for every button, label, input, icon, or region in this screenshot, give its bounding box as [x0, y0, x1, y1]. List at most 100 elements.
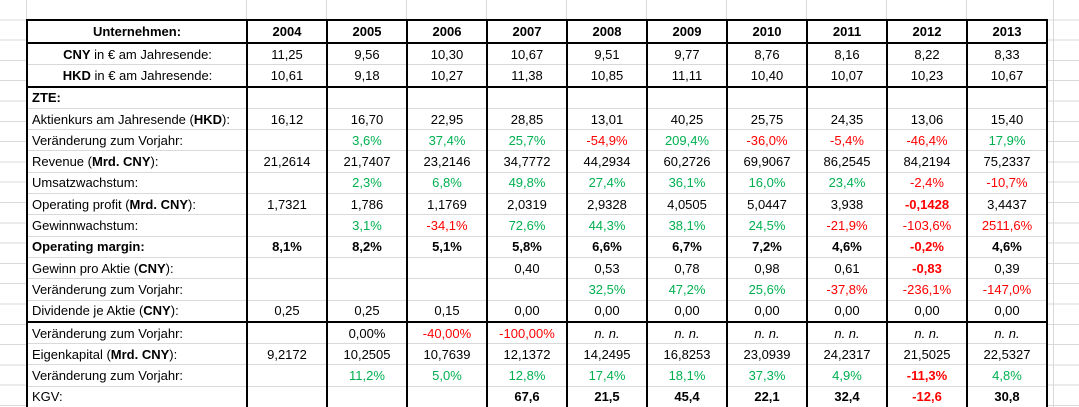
- data-cell[interactable]: 2,9328: [566, 193, 647, 215]
- data-cell[interactable]: 23,0939: [726, 343, 807, 365]
- data-cell[interactable]: 86,2545: [806, 150, 887, 173]
- data-cell[interactable]: 21,2614: [246, 150, 327, 173]
- data-cell[interactable]: 23,2146: [406, 150, 487, 173]
- data-cell[interactable]: 13,06: [886, 107, 967, 130]
- data-cell[interactable]: [246, 86, 327, 109]
- data-cell[interactable]: 69,9067: [726, 150, 807, 173]
- row-label-cell[interactable]: Umsatzwachstum:: [26, 171, 247, 194]
- data-cell[interactable]: 0,00: [966, 299, 1047, 323]
- data-cell[interactable]: 0,78: [646, 256, 727, 279]
- data-cell[interactable]: 21,7407: [326, 150, 407, 173]
- data-cell[interactable]: 22,1: [726, 385, 807, 407]
- data-cell[interactable]: 32,4: [806, 385, 887, 407]
- row-label-cell[interactable]: HKD in € am Jahresende:: [26, 64, 247, 88]
- data-cell[interactable]: 75,2337: [966, 150, 1047, 173]
- data-cell[interactable]: 1,7321: [246, 193, 327, 215]
- column-header-label[interactable]: Unternehmen:: [26, 19, 247, 44]
- data-cell[interactable]: -12,6: [886, 385, 967, 407]
- data-cell[interactable]: 17,4%: [566, 364, 647, 387]
- data-cell[interactable]: -36,0%: [726, 129, 807, 151]
- data-cell[interactable]: -11,3%: [886, 364, 967, 387]
- data-cell[interactable]: 10,67: [966, 64, 1047, 88]
- data-cell[interactable]: 14,2495: [566, 343, 647, 365]
- data-cell[interactable]: -103,6%: [886, 214, 967, 237]
- data-cell[interactable]: -0,83: [886, 256, 967, 279]
- data-cell[interactable]: 45,4: [646, 385, 727, 407]
- year-header-cell[interactable]: 2006: [406, 19, 487, 44]
- data-cell[interactable]: [246, 278, 327, 301]
- row-label-cell[interactable]: Veränderung zum Vorjahr:: [26, 364, 247, 387]
- data-cell[interactable]: -37,8%: [806, 278, 887, 301]
- data-cell[interactable]: 1,1769: [406, 193, 487, 215]
- data-cell[interactable]: 0,00: [646, 299, 727, 323]
- data-cell[interactable]: [246, 214, 327, 237]
- data-cell[interactable]: 32,5%: [566, 278, 647, 301]
- data-cell[interactable]: 25,75: [726, 107, 807, 130]
- data-cell[interactable]: 10,40: [726, 64, 807, 88]
- data-cell[interactable]: 34,7772: [486, 150, 567, 173]
- data-cell[interactable]: 0,61: [806, 256, 887, 279]
- data-cell[interactable]: [326, 86, 407, 109]
- data-cell[interactable]: 6,7%: [646, 235, 727, 258]
- data-cell[interactable]: 60,2726: [646, 150, 727, 173]
- data-cell[interactable]: 2,3%: [326, 171, 407, 194]
- data-cell[interactable]: 0,53: [566, 256, 647, 279]
- data-cell[interactable]: 6,6%: [566, 235, 647, 258]
- data-cell[interactable]: [406, 256, 487, 279]
- data-cell[interactable]: 0,25: [246, 299, 327, 323]
- data-cell[interactable]: 4,8%: [966, 364, 1047, 387]
- data-cell[interactable]: [406, 385, 487, 407]
- data-cell[interactable]: 17,9%: [966, 129, 1047, 151]
- data-cell[interactable]: 30,8: [966, 385, 1047, 407]
- data-cell[interactable]: -40,00%: [406, 321, 487, 344]
- data-cell[interactable]: 21,5: [566, 385, 647, 407]
- row-label-cell[interactable]: Operating margin:: [26, 235, 247, 258]
- data-cell[interactable]: 9,77: [646, 42, 727, 65]
- data-cell[interactable]: n. n.: [566, 321, 647, 344]
- data-cell[interactable]: 18,1%: [646, 364, 727, 387]
- data-cell[interactable]: 10,27: [406, 64, 487, 88]
- data-cell[interactable]: 5,0447: [726, 193, 807, 215]
- data-cell[interactable]: 8,22: [886, 42, 967, 65]
- data-cell[interactable]: 0,40: [486, 256, 567, 279]
- data-cell[interactable]: 5,8%: [486, 235, 567, 258]
- data-cell[interactable]: n. n.: [886, 321, 967, 344]
- data-cell[interactable]: 8,2%: [326, 235, 407, 258]
- data-cell[interactable]: 67,6: [486, 385, 567, 407]
- data-cell[interactable]: n. n.: [726, 321, 807, 344]
- data-cell[interactable]: 24,2317: [806, 343, 887, 365]
- data-cell[interactable]: [486, 86, 567, 109]
- data-cell[interactable]: 4,0505: [646, 193, 727, 215]
- data-cell[interactable]: 8,16: [806, 42, 887, 65]
- data-cell[interactable]: 5,1%: [406, 235, 487, 258]
- year-header-cell[interactable]: 2013: [966, 19, 1047, 44]
- year-header-cell[interactable]: 2010: [726, 19, 807, 44]
- data-cell[interactable]: 0,00: [566, 299, 647, 323]
- row-label-cell[interactable]: Dividende je Aktie (CNY):: [26, 299, 247, 323]
- data-cell[interactable]: -21,9%: [806, 214, 887, 237]
- data-cell[interactable]: 22,5327: [966, 343, 1047, 365]
- data-cell[interactable]: 84,2194: [886, 150, 967, 173]
- data-cell[interactable]: [246, 321, 327, 344]
- data-cell[interactable]: 2,0319: [486, 193, 567, 215]
- data-cell[interactable]: 0,98: [726, 256, 807, 279]
- data-cell[interactable]: -5,4%: [806, 129, 887, 151]
- data-cell[interactable]: 4,6%: [966, 235, 1047, 258]
- data-cell[interactable]: 11,11: [646, 64, 727, 88]
- data-cell[interactable]: [406, 278, 487, 301]
- data-cell[interactable]: 11,2%: [326, 364, 407, 387]
- data-cell[interactable]: 4,6%: [806, 235, 887, 258]
- data-cell[interactable]: 0,25: [326, 299, 407, 323]
- row-label-cell[interactable]: Revenue (Mrd. CNY):: [26, 150, 247, 173]
- data-cell[interactable]: -54,9%: [566, 129, 647, 151]
- data-cell[interactable]: 8,33: [966, 42, 1047, 65]
- data-cell[interactable]: [326, 385, 407, 407]
- data-cell[interactable]: 10,30: [406, 42, 487, 65]
- data-cell[interactable]: 47,2%: [646, 278, 727, 301]
- data-cell[interactable]: 25,6%: [726, 278, 807, 301]
- data-cell[interactable]: 0,00: [726, 299, 807, 323]
- data-cell[interactable]: [246, 364, 327, 387]
- row-label-cell[interactable]: Gewinn pro Aktie (CNY):: [26, 256, 247, 279]
- data-cell[interactable]: 2511,6%: [966, 214, 1047, 237]
- data-cell[interactable]: 21,5025: [886, 343, 967, 365]
